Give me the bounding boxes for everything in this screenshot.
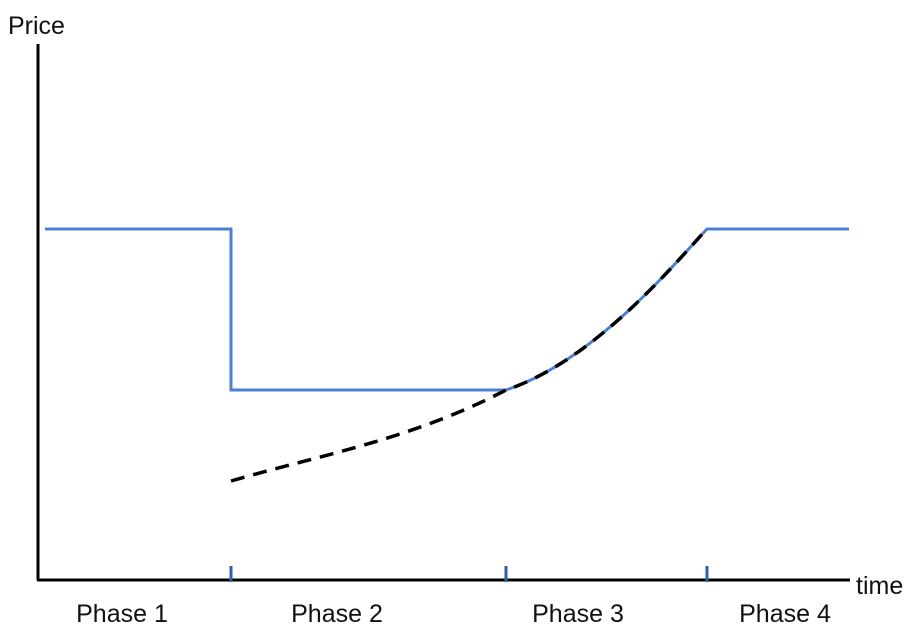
x-axis-label: time <box>856 572 903 600</box>
phase-label-4: Phase 4 <box>739 600 831 626</box>
price-line <box>45 227 849 392</box>
y-axis-label: Price <box>8 12 65 40</box>
phase-label-1: Phase 1 <box>76 600 168 626</box>
phase-label-3: Phase 3 <box>532 600 624 626</box>
dashed-price-line <box>230 227 709 483</box>
phase-label-2: Phase 2 <box>291 600 383 626</box>
